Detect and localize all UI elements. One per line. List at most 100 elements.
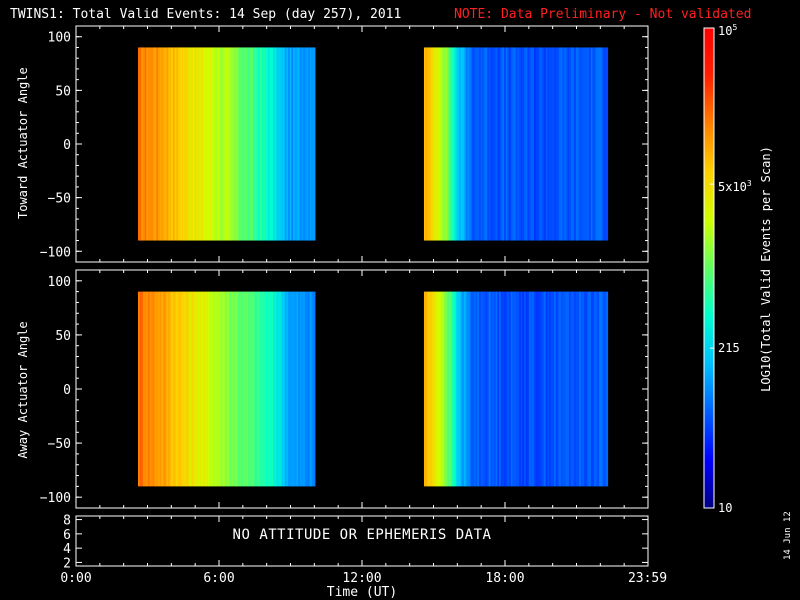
heatmap-column: [231, 291, 234, 487]
heatmap-column: [550, 291, 554, 487]
heatmap-column: [156, 47, 159, 241]
heatmap-column: [510, 47, 513, 241]
heatmap-column: [487, 47, 490, 241]
heatmap-column: [236, 47, 239, 241]
heatmap-column: [432, 291, 435, 487]
heatmap-column: [604, 47, 607, 241]
heatmap-column: [585, 291, 589, 487]
heatmap-column: [157, 47, 161, 241]
heatmap-column: [303, 47, 306, 241]
heatmap-column: [502, 47, 505, 241]
heatmap-column: [522, 47, 525, 241]
heatmap-column: [201, 47, 204, 241]
heatmap-column: [176, 291, 179, 487]
heatmap-column: [560, 291, 564, 487]
heatmap-column: [139, 47, 142, 241]
heatmap-column: [549, 47, 552, 241]
heatmap-column: [189, 291, 192, 487]
heatmap-column: [527, 47, 530, 241]
heatmap-column: [475, 291, 478, 487]
heatmap-column: [268, 291, 271, 487]
heatmap-column: [507, 47, 510, 241]
heatmap-column: [157, 291, 161, 487]
y-tick-label: −50: [48, 192, 71, 207]
heatmap-column: [258, 291, 261, 487]
heatmap-column: [293, 291, 296, 487]
heatmap-column: [221, 291, 224, 487]
heatmap-column: [191, 47, 194, 241]
heatmap-column: [585, 47, 589, 241]
heatmap-column: [181, 47, 184, 241]
heatmap-column: [311, 291, 314, 487]
heatmap-column: [448, 291, 452, 487]
heatmap-column: [557, 291, 560, 487]
heatmap-column: [482, 291, 485, 487]
heatmap-column: [161, 291, 164, 487]
heatmap-column: [579, 47, 582, 241]
heatmap-column: [266, 47, 269, 241]
heatmap-column: [537, 291, 540, 487]
panel2-segment-1: [137, 291, 316, 487]
y-tick-label: 8: [63, 514, 71, 529]
heatmap-column: [547, 291, 550, 487]
heatmap-column: [474, 291, 477, 487]
heatmap-column: [256, 291, 259, 487]
heatmap-column: [196, 47, 199, 241]
y-tick-label: 50: [55, 329, 71, 344]
heatmap-column: [545, 47, 549, 241]
heatmap-column: [550, 47, 554, 241]
heatmap-column: [432, 47, 435, 241]
heatmap-column: [286, 291, 289, 487]
heatmap-column: [264, 291, 268, 487]
heatmap-column: [524, 291, 527, 487]
heatmap-column: [229, 291, 232, 487]
heatmap-column: [462, 47, 465, 241]
heatmap-column: [273, 47, 276, 241]
heatmap-column: [532, 291, 535, 487]
heatmap-column: [569, 47, 572, 241]
heatmap-column: [313, 291, 316, 487]
heatmap-column: [251, 291, 254, 487]
heatmap-column: [199, 47, 202, 241]
heatmap-column: [440, 47, 443, 241]
heatmap-column: [479, 291, 482, 487]
colorbar-tick-label: 215: [718, 341, 740, 356]
x-tick-label: 0:00: [60, 571, 92, 586]
heatmap-column: [204, 47, 207, 241]
heatmap-column: [224, 291, 227, 487]
heatmap-column: [443, 47, 447, 241]
heatmap-column: [507, 291, 510, 487]
heatmap-column: [201, 291, 204, 487]
heatmap-column: [154, 47, 157, 241]
y-tick-label: −100: [40, 491, 71, 506]
heatmap-column: [191, 291, 194, 487]
heatmap-column: [590, 291, 594, 487]
heatmap-column: [435, 291, 438, 487]
heatmap-column: [181, 291, 184, 487]
heatmap-column: [278, 47, 281, 241]
heatmap-column: [276, 47, 279, 241]
heatmap-column: [213, 291, 216, 487]
heatmap-column: [288, 291, 291, 487]
heatmap-column: [173, 47, 176, 241]
heatmap-column: [492, 47, 495, 241]
heatmap-column: [502, 291, 505, 487]
heatmap-column: [597, 291, 600, 487]
heatmap-column: [188, 291, 191, 487]
heatmap-column: [580, 47, 584, 241]
heatmap-column: [447, 47, 450, 241]
heatmap-column: [584, 47, 587, 241]
heatmap-column: [299, 291, 303, 487]
heatmap-column: [569, 291, 572, 487]
heatmap-column: [447, 291, 450, 487]
heatmap-column: [602, 291, 605, 487]
y-tick-label: −100: [40, 245, 71, 260]
no-data-message: NO ATTITUDE OR EPHEMERIS DATA: [232, 527, 492, 543]
heatmap-column: [520, 291, 523, 487]
heatmap-column: [489, 291, 492, 487]
heatmap-column: [301, 291, 304, 487]
heatmap-column: [497, 291, 500, 487]
heatmap-column: [545, 291, 549, 487]
